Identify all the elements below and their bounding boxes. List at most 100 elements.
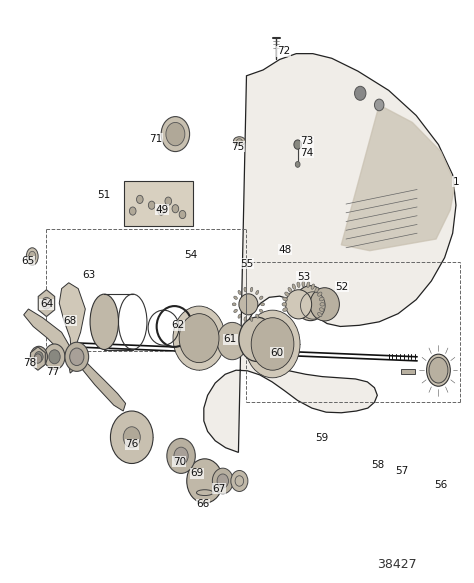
Circle shape (355, 86, 366, 100)
Ellipse shape (282, 303, 287, 306)
Circle shape (173, 306, 225, 370)
Circle shape (161, 117, 190, 152)
Text: 1: 1 (453, 177, 459, 187)
Circle shape (166, 122, 185, 146)
Text: 58: 58 (372, 460, 385, 470)
Circle shape (34, 354, 42, 363)
Ellipse shape (250, 287, 253, 292)
Ellipse shape (319, 308, 324, 311)
Ellipse shape (238, 314, 241, 318)
Polygon shape (81, 360, 126, 411)
Circle shape (42, 297, 51, 309)
Circle shape (167, 438, 195, 473)
Text: 65: 65 (21, 256, 34, 266)
Circle shape (35, 352, 43, 362)
Circle shape (110, 411, 153, 463)
Ellipse shape (244, 287, 246, 292)
Polygon shape (24, 309, 73, 373)
Circle shape (129, 207, 136, 215)
Ellipse shape (429, 357, 448, 383)
Bar (401, 369, 415, 374)
Ellipse shape (320, 303, 325, 306)
Text: 54: 54 (184, 250, 197, 261)
Bar (124, 181, 193, 226)
Text: 70: 70 (173, 456, 186, 467)
Circle shape (231, 470, 248, 491)
Ellipse shape (256, 314, 259, 318)
Ellipse shape (233, 137, 246, 146)
Ellipse shape (29, 251, 36, 262)
Ellipse shape (292, 284, 296, 289)
Circle shape (165, 197, 172, 205)
Ellipse shape (90, 294, 118, 349)
Ellipse shape (250, 317, 253, 321)
Polygon shape (30, 347, 46, 370)
Ellipse shape (285, 292, 289, 296)
Text: 68: 68 (64, 315, 77, 326)
Ellipse shape (311, 284, 315, 289)
Text: 63: 63 (82, 270, 96, 280)
Text: 51: 51 (97, 190, 110, 201)
Text: 62: 62 (171, 320, 184, 331)
Text: 38427: 38427 (377, 559, 417, 571)
Text: 61: 61 (224, 334, 237, 345)
Ellipse shape (427, 354, 450, 387)
Ellipse shape (318, 312, 322, 317)
Ellipse shape (238, 290, 241, 294)
Ellipse shape (283, 308, 287, 311)
Circle shape (212, 468, 233, 494)
Text: 64: 64 (40, 299, 53, 310)
Circle shape (70, 348, 84, 366)
Ellipse shape (232, 303, 236, 305)
Circle shape (179, 314, 219, 363)
Circle shape (245, 310, 300, 378)
Ellipse shape (319, 297, 324, 301)
Text: 55: 55 (240, 258, 253, 269)
Circle shape (239, 317, 275, 361)
Ellipse shape (285, 290, 312, 319)
Ellipse shape (318, 292, 322, 296)
Ellipse shape (297, 282, 300, 287)
Ellipse shape (239, 294, 258, 315)
Circle shape (44, 344, 65, 370)
Polygon shape (38, 290, 55, 317)
Text: 59: 59 (315, 433, 328, 444)
Ellipse shape (283, 297, 287, 301)
Text: 53: 53 (297, 272, 310, 282)
Circle shape (30, 346, 47, 367)
Circle shape (217, 474, 228, 488)
Circle shape (174, 447, 188, 465)
Text: 52: 52 (336, 282, 349, 292)
Circle shape (187, 459, 223, 503)
Text: 57: 57 (395, 466, 409, 476)
Ellipse shape (310, 288, 339, 321)
Circle shape (217, 322, 247, 360)
Circle shape (49, 350, 60, 364)
Ellipse shape (256, 290, 259, 294)
Ellipse shape (244, 317, 246, 321)
Ellipse shape (259, 309, 263, 312)
Text: 72: 72 (277, 46, 290, 57)
Text: 60: 60 (271, 347, 284, 358)
Text: 67: 67 (212, 483, 226, 494)
Text: 56: 56 (434, 480, 447, 490)
Text: 78: 78 (23, 357, 36, 368)
Circle shape (137, 195, 143, 203)
Ellipse shape (237, 139, 242, 143)
Circle shape (172, 205, 179, 213)
Ellipse shape (295, 286, 326, 321)
Text: 75: 75 (231, 142, 245, 152)
Ellipse shape (234, 296, 237, 300)
Polygon shape (204, 54, 456, 452)
Ellipse shape (288, 287, 292, 292)
Text: 73: 73 (301, 136, 314, 146)
Text: 71: 71 (149, 134, 162, 144)
Ellipse shape (307, 282, 310, 287)
Circle shape (295, 161, 300, 167)
Polygon shape (59, 283, 85, 353)
Text: 74: 74 (301, 147, 314, 158)
Circle shape (158, 207, 164, 215)
Text: 77: 77 (46, 367, 60, 377)
Polygon shape (341, 105, 455, 251)
Circle shape (179, 210, 186, 219)
